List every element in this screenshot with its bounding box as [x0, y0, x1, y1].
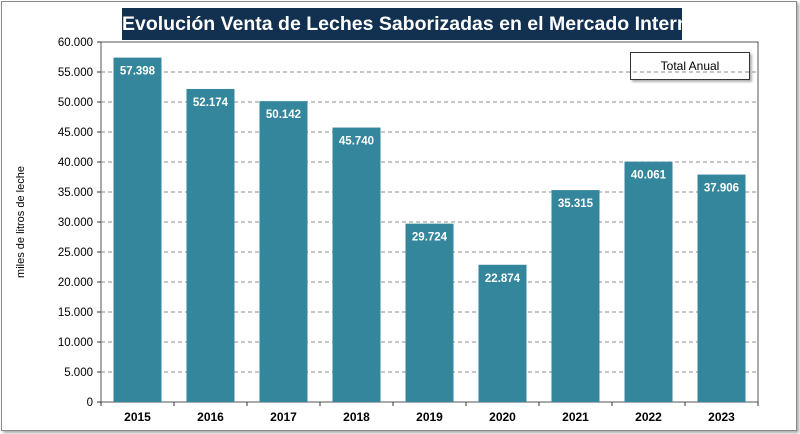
y-tick-label: 15.000 [58, 307, 93, 319]
x-tick-label: 2020 [489, 410, 516, 424]
bar [259, 101, 308, 402]
data-label: 52.174 [193, 97, 229, 109]
data-label: 40.061 [631, 170, 667, 182]
y-tick-label: 60.000 [58, 37, 93, 49]
y-tick-label: 10.000 [58, 337, 93, 349]
x-tick-label: 2023 [708, 410, 735, 424]
bar [186, 88, 235, 403]
x-tick-label: 2021 [562, 410, 589, 424]
x-tick-label: 2022 [635, 410, 662, 424]
bar [624, 161, 673, 402]
data-label: 29.724 [412, 232, 448, 244]
y-tick-label: 55.000 [58, 67, 93, 79]
y-tick-label: 40.000 [58, 157, 93, 169]
x-tick-label: 2016 [197, 410, 224, 424]
x-tick-label: 2018 [343, 410, 370, 424]
y-tick-label: 50.000 [58, 97, 93, 109]
legend: Total Anual [630, 52, 750, 80]
y-tick-label: 35.000 [58, 187, 93, 199]
bar [332, 127, 381, 402]
data-label: 50.142 [266, 109, 301, 121]
x-tick-label: 2019 [416, 410, 443, 424]
y-tick-label: 5.000 [64, 367, 93, 379]
bar [697, 174, 746, 402]
data-label: 37.906 [704, 183, 739, 195]
y-tick-label: 30.000 [58, 217, 93, 229]
chart-title: Evolución Venta de Leches Saborizadas en… [122, 8, 701, 40]
data-label: 35.315 [558, 198, 594, 210]
bar [551, 190, 600, 402]
bar [113, 57, 162, 402]
x-tick-label: 2015 [124, 410, 151, 424]
bar [478, 264, 527, 402]
data-label: 57.398 [120, 66, 156, 78]
y-tick-label: 0 [87, 397, 93, 409]
x-tick-label: 2017 [270, 410, 297, 424]
y-tick-label: 20.000 [58, 277, 93, 289]
data-label: 22.874 [485, 273, 521, 285]
y-tick-label: 25.000 [58, 247, 93, 259]
y-tick-label: 45.000 [58, 127, 93, 139]
data-label: 45.740 [339, 136, 374, 148]
bar [405, 223, 454, 402]
